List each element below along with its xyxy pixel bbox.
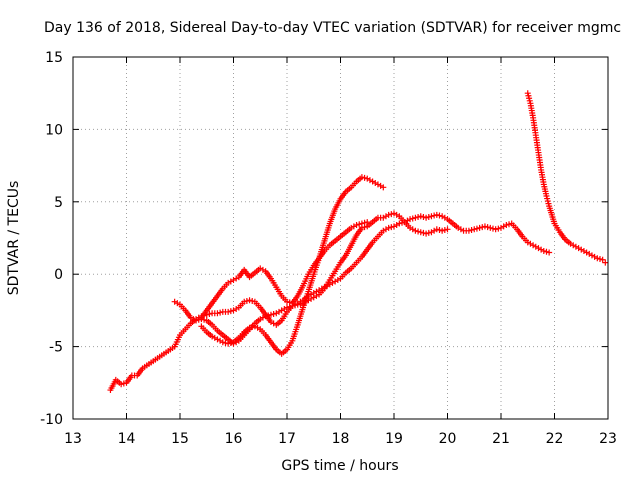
series-track-1 <box>107 211 553 394</box>
axis-ticks <box>72 56 609 420</box>
series-track-5 <box>524 90 609 266</box>
series-markers <box>524 90 609 266</box>
series-markers <box>198 174 387 357</box>
series-track-4 <box>198 174 387 357</box>
y-tick-label: 5 <box>54 195 63 211</box>
x-tick-label: 14 <box>118 431 136 447</box>
y-tick-label: 0 <box>54 267 63 283</box>
x-tick-label: 22 <box>546 431 564 447</box>
x-tick-label: 17 <box>278 431 296 447</box>
x-tick-label: 23 <box>599 431 617 447</box>
grid-lines <box>72 56 609 420</box>
x-tick-label: 21 <box>492 431 510 447</box>
series-markers <box>198 219 371 321</box>
x-tick-label: 19 <box>385 431 403 447</box>
y-tick-label: 15 <box>45 50 63 66</box>
y-tick-labels: -10 -5 0 5 10 15 <box>40 50 63 428</box>
y-axis-title: SDTVAR / TECUs <box>6 181 22 296</box>
y-tick-label: -10 <box>40 412 63 428</box>
series-track-3 <box>198 219 371 321</box>
x-tick-label: 13 <box>64 431 82 447</box>
x-tick-labels: 13 14 15 16 17 18 19 20 21 22 23 <box>64 431 617 447</box>
x-tick-label: 18 <box>332 431 350 447</box>
y-tick-label: -5 <box>49 340 63 356</box>
y-tick-label: 10 <box>45 122 63 138</box>
data-series <box>107 90 609 394</box>
x-tick-label: 16 <box>225 431 243 447</box>
x-tick-label: 20 <box>439 431 457 447</box>
chart-title: Day 136 of 2018, Sidereal Day-to-day VTE… <box>44 20 621 36</box>
x-tick-label: 15 <box>171 431 189 447</box>
x-axis-title: GPS time / hours <box>281 458 398 474</box>
